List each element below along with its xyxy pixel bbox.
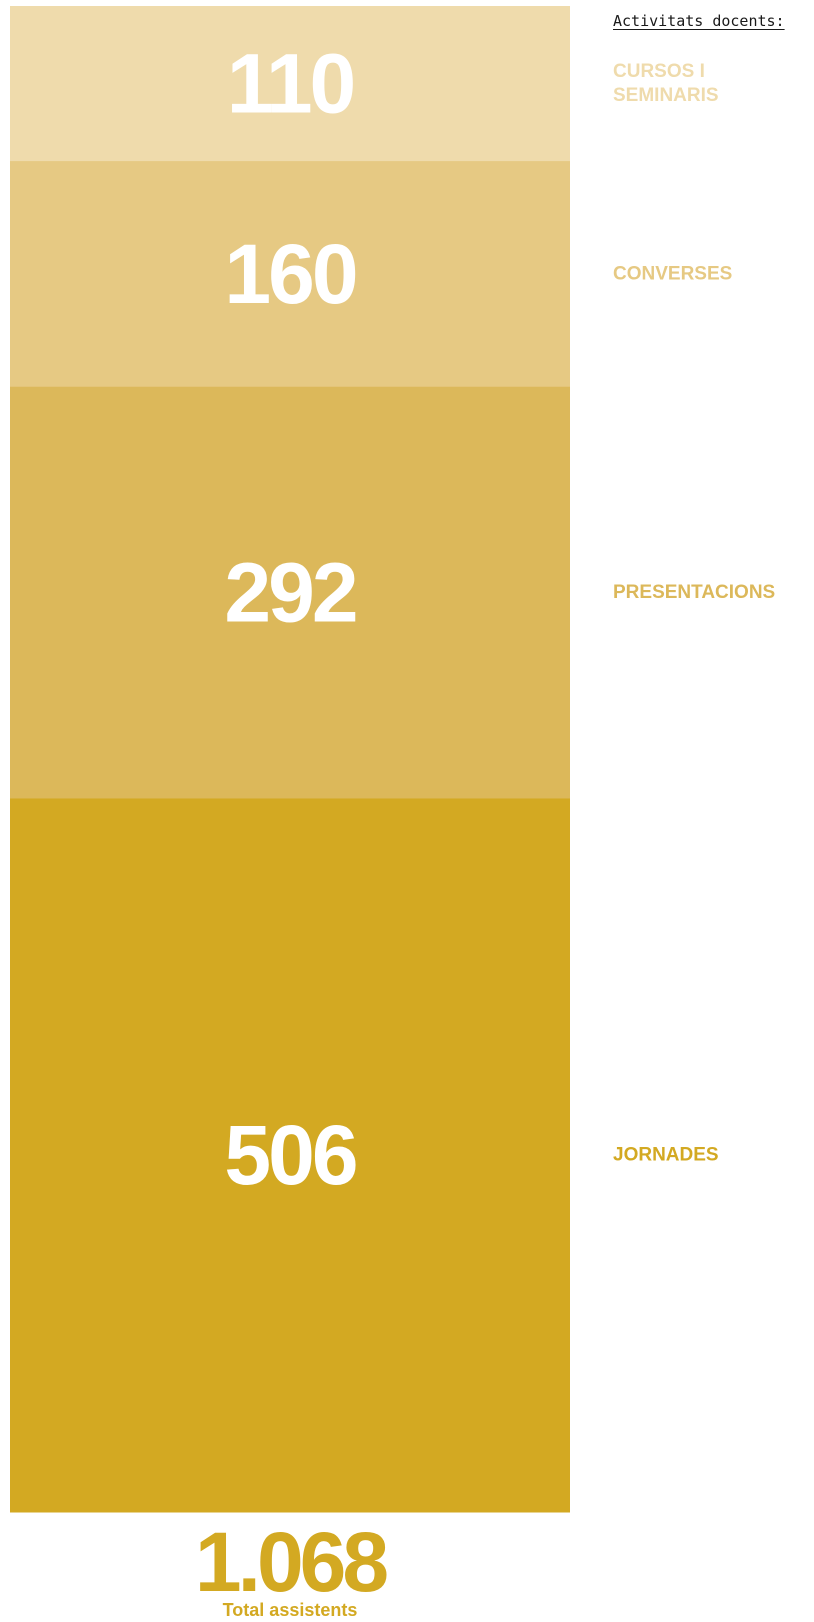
bar-segment xyxy=(10,386,570,799)
bar-segment xyxy=(10,161,570,388)
data-label: 506 xyxy=(224,1108,355,1202)
category-label: PRESENTACIONS xyxy=(613,582,775,603)
data-label: 160 xyxy=(224,227,355,321)
total-value: 1.068 xyxy=(194,1515,389,1609)
category-label: CONVERSES xyxy=(613,263,732,284)
category-label: JORNADES xyxy=(613,1145,719,1166)
data-label: 292 xyxy=(224,546,355,640)
category-label: SEMINARIS xyxy=(613,85,719,106)
category-label: CURSOS I xyxy=(613,61,705,82)
bar-segment xyxy=(10,6,570,162)
data-label: 110 xyxy=(227,37,354,131)
bar-segment xyxy=(10,798,570,1513)
legend-title: Activitats docents: xyxy=(613,12,785,30)
total-label: Total assistents xyxy=(222,1600,358,1620)
